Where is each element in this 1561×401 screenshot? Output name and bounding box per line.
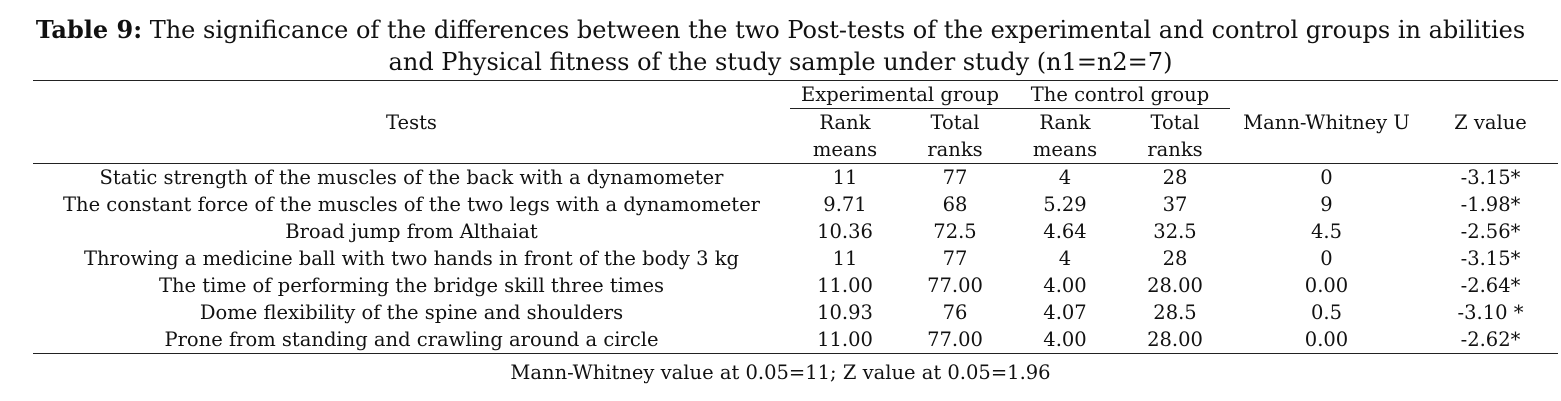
- cell-test: Throwing a medicine ball with two hands …: [83, 247, 739, 270]
- cell-exp-total: 68: [942, 193, 968, 216]
- table-row: Throwing a medicine ball with two hands …: [33, 245, 1558, 272]
- cell-z-value: -3.10 *: [1457, 301, 1524, 324]
- header-exp-rank-means-2: means: [812, 138, 878, 161]
- cell-test: Dome flexibility of the spine and should…: [199, 301, 624, 324]
- cell-test: Broad jump from Althaiat: [285, 220, 538, 243]
- cell-z-value: -2.62*: [1423, 326, 1558, 354]
- header-exp-rank-means: Rank: [819, 111, 871, 134]
- header-control-group: The control group: [1010, 80, 1230, 109]
- cell-exp-total: 77: [942, 247, 968, 270]
- cell-exp-rank-mean: 11.00: [790, 326, 900, 354]
- cell-mann-whitney-u: 0.00: [1304, 274, 1349, 297]
- cell-mann-whitney-u: 0.5: [1310, 301, 1342, 324]
- cell-exp-total: 76: [942, 301, 968, 324]
- cell-z-value: -2.56*: [1460, 220, 1521, 243]
- cell-test: The constant force of the muscles of the…: [63, 193, 760, 216]
- header-ctl-rank-means: Rank: [1039, 111, 1091, 134]
- table-row: The constant force of the muscles of the…: [33, 191, 1558, 218]
- header-z-value: Z value: [1423, 80, 1558, 164]
- cell-mann-whitney-u: 0: [1230, 163, 1423, 191]
- table-row: The time of performing the bridge skill …: [33, 272, 1558, 299]
- cell-exp-rank-mean: 10.93: [817, 301, 873, 324]
- cell-exp-rank-mean: 10.36: [817, 220, 873, 243]
- cell-test: The time of performing the bridge skill …: [158, 274, 665, 297]
- cell-mann-whitney-u: 4.5: [1310, 220, 1342, 243]
- table-row: Broad jump from Althaiat 10.36 72.5 4.64…: [33, 218, 1558, 245]
- cell-mann-whitney-u: 0.00: [1230, 326, 1423, 354]
- cell-exp-rank-mean: 9.71: [823, 193, 867, 216]
- cell-ctl-rank-mean: 4.64: [1043, 220, 1087, 243]
- cell-ctl-total: 28.5: [1153, 301, 1197, 324]
- cell-exp-total: 77.00: [927, 274, 983, 297]
- header-exp-total-ranks-2: ranks: [927, 138, 983, 161]
- table-caption: Table 9: The significance of the differe…: [30, 14, 1531, 78]
- cell-ctl-total: 28: [1162, 247, 1188, 270]
- cell-exp-rank-mean: 11: [832, 247, 858, 270]
- table-label: Table 9:: [35, 15, 143, 44]
- cell-ctl-total: 28.00: [1147, 274, 1203, 297]
- cell-z-value: -3.15*: [1460, 247, 1521, 270]
- cell-z-value: -2.64*: [1460, 274, 1521, 297]
- cell-ctl-total: 28.00: [1120, 326, 1230, 354]
- cell-exp-total: 77: [900, 163, 1010, 191]
- cell-ctl-rank-mean: 4.00: [1043, 274, 1087, 297]
- cell-ctl-total: 32.5: [1153, 220, 1197, 243]
- cell-ctl-total: 28: [1120, 163, 1230, 191]
- cell-test: Prone from standing and crawling around …: [33, 326, 790, 354]
- cell-exp-total: 77.00: [900, 326, 1010, 354]
- table-row: Prone from standing and crawling around …: [33, 326, 1558, 354]
- cell-exp-rank-mean: 11.00: [817, 274, 873, 297]
- cell-ctl-rank-mean: 4.07: [1043, 301, 1087, 324]
- header-ctl-total-ranks: Total: [1150, 111, 1200, 134]
- cell-z-value: -3.15*: [1423, 163, 1558, 191]
- header-mann-whitney: Mann-Whitney U: [1230, 80, 1423, 164]
- cell-ctl-rank-mean: 5.29: [1043, 193, 1087, 216]
- cell-test: Static strength of the muscles of the ba…: [33, 163, 790, 191]
- cell-mann-whitney-u: 9: [1320, 193, 1333, 216]
- cell-ctl-total: 37: [1162, 193, 1188, 216]
- results-table: Tests Experimental group The control gro…: [33, 80, 1558, 354]
- table-row: Static strength of the muscles of the ba…: [33, 163, 1558, 191]
- cell-z-value: -1.98*: [1460, 193, 1521, 216]
- cell-ctl-rank-mean: 4.00: [1010, 326, 1120, 354]
- table-footnote: Mann-Whitney value at 0.05=11; Z value a…: [510, 361, 1051, 384]
- cell-ctl-rank-mean: 4: [1058, 247, 1072, 270]
- header-exp-total-ranks: Total: [930, 111, 980, 134]
- header-experimental-group: Experimental group: [790, 80, 1010, 109]
- header-ctl-rank-means-2: means: [1032, 138, 1098, 161]
- header-tests: Tests: [33, 80, 790, 164]
- table-row: Dome flexibility of the spine and should…: [33, 299, 1558, 326]
- cell-exp-rank-mean: 11: [790, 163, 900, 191]
- cell-exp-total: 72.5: [933, 220, 977, 243]
- cell-mann-whitney-u: 0: [1320, 247, 1333, 270]
- cell-ctl-rank-mean: 4: [1010, 163, 1120, 191]
- header-ctl-total-ranks-2: ranks: [1147, 138, 1203, 161]
- table-title: The significance of the differences betw…: [149, 16, 1526, 76]
